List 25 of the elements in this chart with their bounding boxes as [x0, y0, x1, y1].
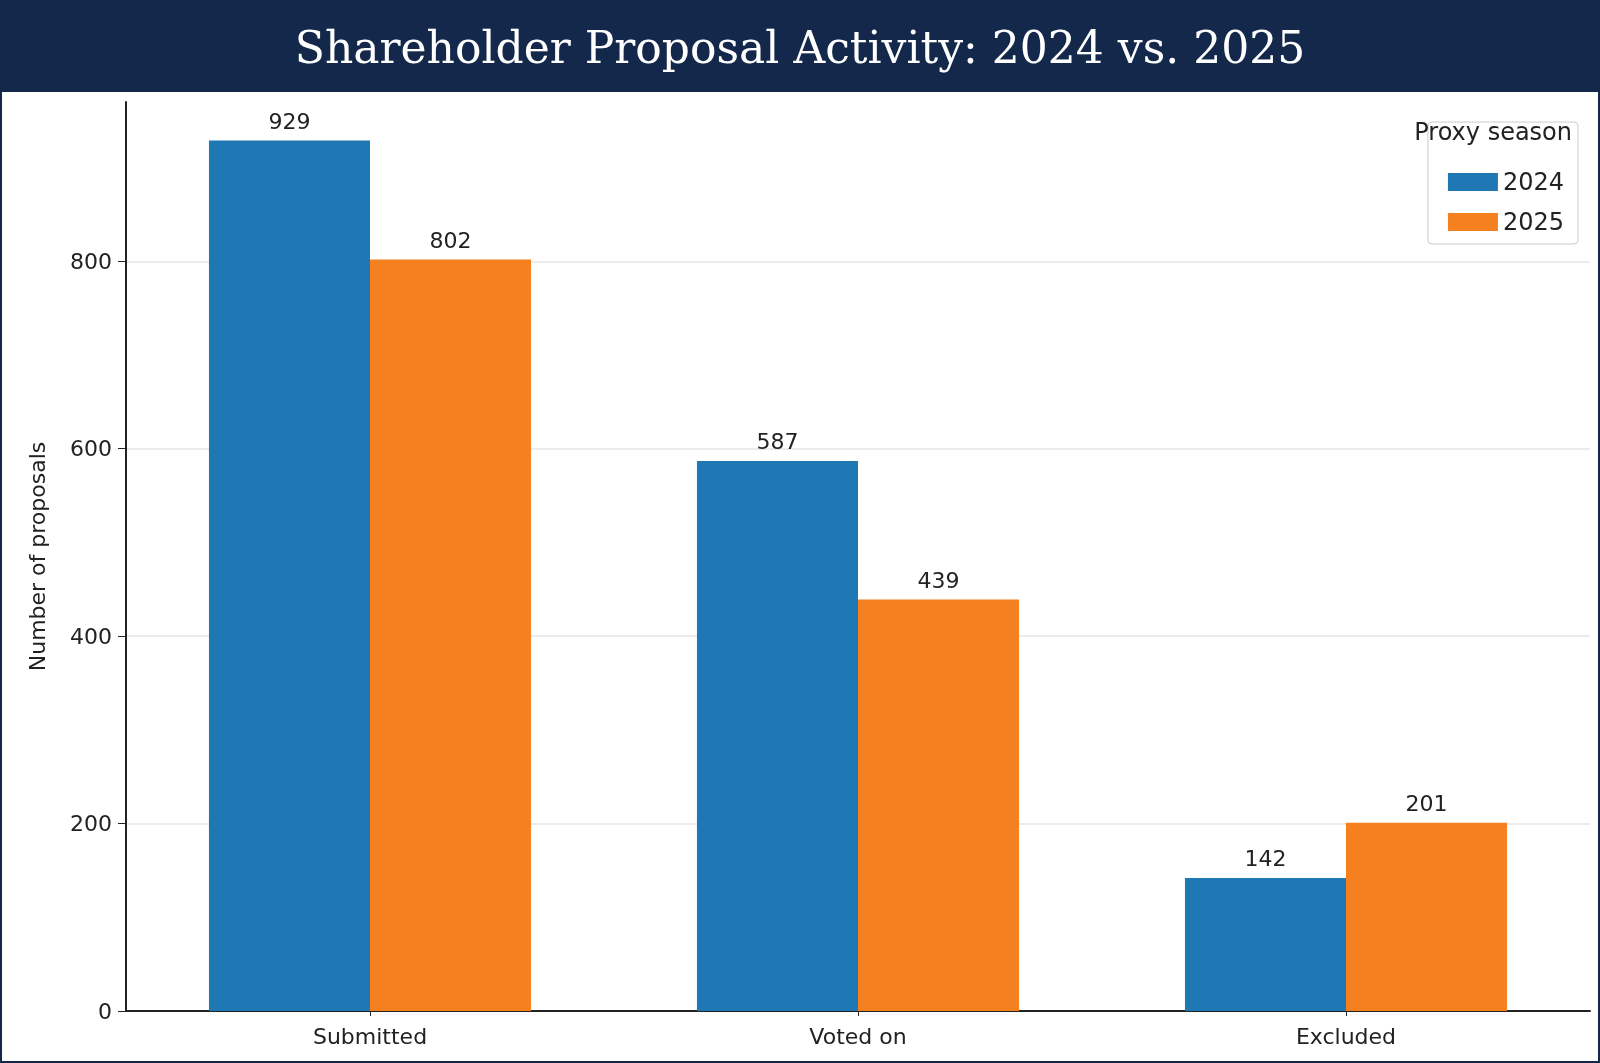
bar: [1346, 822, 1508, 1011]
bar: [370, 259, 532, 1011]
x-tick-label: Excluded: [1295, 1023, 1397, 1049]
bar: [696, 460, 858, 1011]
bar: [208, 140, 370, 1011]
bar: [1184, 877, 1346, 1011]
y-tick-label: 200: [70, 811, 112, 837]
data-label: 201: [1405, 791, 1448, 817]
data-label: 802: [429, 227, 472, 253]
data-label: 439: [917, 568, 960, 594]
y-tick-label: 800: [70, 248, 112, 274]
data-label: 142: [1244, 846, 1287, 872]
y-tick-label: 400: [70, 623, 112, 649]
bar: [858, 599, 1020, 1011]
legend-label: 2025: [1502, 208, 1564, 236]
y-axis-title: Number of proposals: [24, 441, 50, 672]
y-tick-label: 0: [98, 998, 112, 1024]
x-tick-label: Submitted: [312, 1023, 428, 1049]
x-tick-label: Voted on: [809, 1023, 907, 1049]
legend-label: 2024: [1502, 168, 1564, 196]
data-label: 929: [268, 108, 311, 134]
data-label: 587: [756, 429, 799, 455]
chart-title: Shareholder Proposal Activity: 2024 vs. 2025: [2, 2, 1598, 92]
legend-title: Proxy season: [1414, 118, 1572, 146]
y-tick-label: 600: [70, 436, 112, 462]
